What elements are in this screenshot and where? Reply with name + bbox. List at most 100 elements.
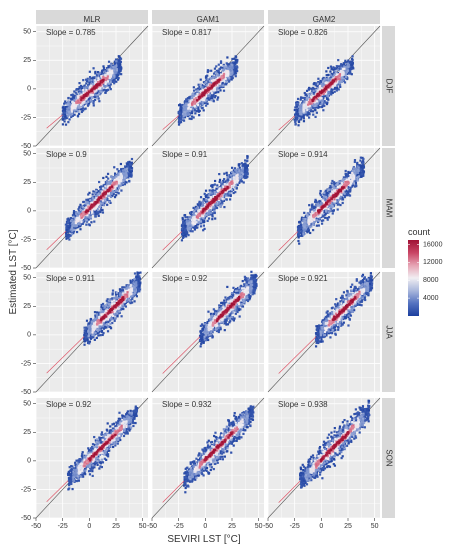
fit-line xyxy=(278,231,299,251)
slope-label: Slope = 0.921 xyxy=(278,274,328,283)
y-tick-label: 50 xyxy=(23,401,31,408)
y-axis-ticks: -50 -25 0 25 50 xyxy=(21,401,36,522)
facet-grid: MLR GAM1 GAM2 DJF MAM JJA SON Slope = 0.785 Slop… xyxy=(35,10,395,519)
legend-tick-label: 8000 xyxy=(423,277,439,284)
x-axis-title: SEVIRI LST [°C] xyxy=(167,534,241,545)
legend: count 4000 8000 12000 16000 xyxy=(408,227,443,316)
y-axis-title: Estimated LST [°C] xyxy=(8,229,19,314)
panel-grid xyxy=(267,26,380,147)
column-strip-label: MLR xyxy=(84,15,101,24)
panel-grid xyxy=(267,272,380,393)
row-strip-jja: JJA xyxy=(382,272,395,392)
column-strip-mlr: MLR xyxy=(36,10,148,24)
fit-line xyxy=(162,480,185,503)
fit-line xyxy=(162,115,179,130)
y-tick-label: 0 xyxy=(27,208,31,215)
panel-grid xyxy=(151,272,264,393)
legend-colorbar xyxy=(408,240,419,316)
y-tick-label: -25 xyxy=(21,114,31,121)
legend-title: count xyxy=(408,227,431,237)
y-axis-ticks: -50 -25 0 25 50 xyxy=(21,29,36,150)
y-axis-ticks: -50 -25 0 25 50 xyxy=(21,151,36,272)
x-tick-label: -50 xyxy=(147,523,157,530)
panel-gam1-jja: Slope = 0.92 xyxy=(151,270,265,393)
column-strip-gam2: GAM2 xyxy=(268,10,380,24)
fit-line xyxy=(278,336,317,374)
fit-line xyxy=(278,480,301,503)
panel-grid xyxy=(151,398,264,519)
density-cloud xyxy=(299,399,371,489)
y-tick-label: -50 xyxy=(21,143,31,150)
slope-label: Slope = 0.817 xyxy=(162,28,212,37)
panel-gam2-djf: Slope = 0.826 xyxy=(267,25,381,147)
x-tick-label: 25 xyxy=(112,523,120,530)
density-cloud xyxy=(293,55,355,127)
x-tick-label: -50 xyxy=(31,523,41,530)
slope-label: Slope = 0.914 xyxy=(278,150,328,159)
fit-line xyxy=(46,480,69,503)
x-tick-label: 0 xyxy=(203,523,207,530)
y-tick-label: -25 xyxy=(21,360,31,367)
density-cloud xyxy=(83,271,142,346)
column-strip-gam1: GAM1 xyxy=(152,10,264,24)
y-tick-label: -50 xyxy=(21,265,31,272)
row-strip-mam: MAM xyxy=(382,148,395,268)
slope-label: Slope = 0.932 xyxy=(162,400,212,409)
panel-mlr-mam: Slope = 0.9 xyxy=(35,147,149,269)
legend-tick-label: 4000 xyxy=(423,295,439,302)
legend-ticks: 4000 8000 12000 16000 xyxy=(408,241,443,302)
fit-line xyxy=(162,336,201,374)
panel-gam2-mam: Slope = 0.914 xyxy=(267,147,381,269)
panel-mlr-son: Slope = 0.92 xyxy=(35,397,149,519)
y-tick-label: -25 xyxy=(21,486,31,493)
panel-gam1-djf: Slope = 0.817 xyxy=(151,25,265,147)
x-tick-label: -25 xyxy=(290,523,300,530)
panel-gam2-son: Slope = 0.938 xyxy=(267,397,381,519)
column-strip-label: GAM1 xyxy=(197,15,220,24)
panel-mlr-djf: Slope = 0.785 xyxy=(35,25,149,147)
fit-line xyxy=(46,114,63,129)
row-strip-label: JJA xyxy=(384,325,393,339)
slope-label: Slope = 0.826 xyxy=(278,28,328,37)
x-axis-ticks: -50 -25 0 25 50 xyxy=(147,518,263,530)
x-tick-label: 0 xyxy=(319,523,323,530)
panel-gam2-jja: Slope = 0.921 xyxy=(267,271,381,393)
slope-label: Slope = 0.785 xyxy=(46,28,96,37)
y-tick-label: 0 xyxy=(27,332,31,339)
slope-label: Slope = 0.92 xyxy=(46,400,92,409)
slope-label: Slope = 0.92 xyxy=(162,274,208,283)
slope-label: Slope = 0.9 xyxy=(46,150,87,159)
fit-line xyxy=(46,230,67,250)
fit-line xyxy=(278,115,295,131)
x-tick-label: -25 xyxy=(58,523,68,530)
panel-gam1-mam: Slope = 0.91 xyxy=(151,147,265,269)
x-tick-label: 50 xyxy=(139,523,147,530)
fit-line xyxy=(162,231,183,251)
density-cloud xyxy=(180,155,250,242)
column-strip-label: GAM2 xyxy=(313,15,336,24)
y-tick-label: 25 xyxy=(23,57,31,64)
y-tick-label: 25 xyxy=(23,179,31,186)
panel-gam1-son: Slope = 0.932 xyxy=(151,397,265,519)
density-cloud xyxy=(61,55,123,126)
panel-mlr-jja: Slope = 0.911 xyxy=(35,271,149,393)
legend-tick-label: 12000 xyxy=(423,259,443,266)
density-cloud xyxy=(182,405,255,494)
row-strip-djf: DJF xyxy=(382,26,395,146)
density-cloud xyxy=(66,405,139,491)
x-tick-label: 50 xyxy=(371,523,379,530)
slope-label: Slope = 0.938 xyxy=(278,400,328,409)
y-tick-label: 50 xyxy=(23,151,31,158)
density-cloud xyxy=(198,270,258,348)
density-cloud xyxy=(64,157,134,241)
slope-label: Slope = 0.911 xyxy=(46,274,96,283)
x-tick-label: -50 xyxy=(263,523,273,530)
x-tick-label: 25 xyxy=(344,523,352,530)
y-tick-label: 25 xyxy=(23,429,31,436)
x-tick-label: 0 xyxy=(87,523,91,530)
density-cloud xyxy=(314,272,374,348)
panel-grid xyxy=(151,26,264,147)
y-tick-label: -50 xyxy=(21,389,31,396)
x-axis-ticks: -50 -25 0 25 50 xyxy=(31,518,147,530)
